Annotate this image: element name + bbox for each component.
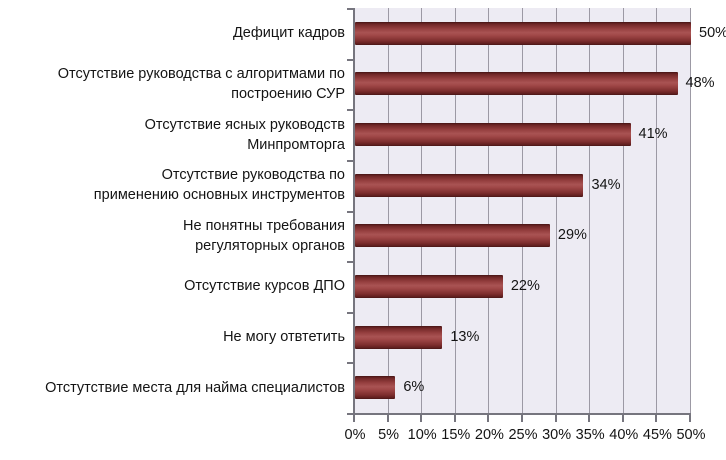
value-label: 22% — [510, 277, 540, 294]
x-tick-label: 30% — [542, 427, 572, 443]
bar-34% — [355, 173, 584, 197]
y-axis-tick — [347, 210, 355, 213]
x-tick-label: 25% — [508, 427, 538, 443]
gridline-20pct — [488, 8, 490, 413]
bar-41% — [355, 123, 631, 147]
y-axis-tick — [347, 362, 355, 365]
x-tick-label: 0% — [344, 427, 366, 443]
value-label: 41% — [638, 126, 668, 143]
y-axis-tick — [347, 8, 355, 10]
plot-area — [355, 8, 691, 413]
x-axis-tick — [386, 415, 389, 422]
gridline-25pct — [522, 8, 523, 413]
x-axis-tick — [588, 415, 591, 422]
value-label: 50% — [699, 24, 726, 41]
category-label: Дефицит кадров — [232, 25, 345, 42]
y-axis-tick — [347, 261, 355, 264]
x-tick-label: 45% — [642, 427, 672, 443]
value-label: 34% — [591, 176, 621, 193]
gridline-50pct — [690, 8, 691, 413]
bar-48% — [355, 72, 678, 96]
x-tick-label: 40% — [609, 427, 639, 443]
y-axis-tick — [347, 159, 355, 162]
bar-29% — [355, 224, 550, 248]
category-label: Отсутствие ясных руководств Минпромторга — [144, 116, 345, 153]
x-axis-tick — [521, 415, 523, 422]
category-label: Не понятны требования регуляторных орган… — [183, 217, 345, 254]
x-tick-label: 50% — [676, 427, 706, 443]
value-label: 13% — [450, 328, 480, 345]
x-tick-label: 20% — [474, 427, 504, 443]
value-label: 29% — [557, 227, 587, 244]
gridline-15pct — [454, 8, 456, 413]
x-axis-tick — [655, 415, 658, 422]
x-tick-label: 5% — [378, 427, 400, 443]
gridline-5pct — [387, 8, 389, 413]
gridline-10pct — [421, 8, 423, 413]
value-label: 48% — [685, 75, 715, 92]
gridline-30pct — [555, 8, 557, 413]
bar-50% — [355, 21, 691, 45]
y-axis-tick — [347, 109, 355, 112]
y-axis-tick — [347, 413, 355, 415]
x-axis-tick — [621, 415, 624, 422]
category-label: Отсутствие руководства с алгоритмами по … — [57, 65, 345, 102]
value-label: 6% — [403, 379, 425, 396]
gridline-40pct — [622, 8, 624, 413]
x-tick-label: 15% — [441, 427, 471, 443]
category-label: Отстутствие места для найма специалистов — [45, 379, 345, 396]
category-label: Отсутствие руководства по применению осн… — [93, 167, 345, 204]
x-tick-label: 35% — [575, 427, 605, 443]
x-axis-tick — [554, 415, 557, 422]
category-label: Отсутствие курсов ДПО — [184, 278, 345, 295]
gridline-35pct — [589, 8, 591, 413]
x-axis-tick — [487, 415, 490, 422]
bar-6% — [355, 376, 396, 400]
x-axis-tick — [420, 415, 423, 422]
gridline-45pct — [656, 8, 658, 413]
bar-13% — [355, 325, 443, 349]
x-axis-tick — [689, 415, 691, 422]
x-axis-line — [353, 413, 691, 415]
y-axis-tick — [347, 58, 355, 61]
category-label: Не могу отвтетить — [223, 329, 345, 346]
x-tick-label: 10% — [407, 427, 437, 443]
x-axis-tick — [453, 415, 456, 422]
y-axis-tick — [347, 311, 355, 314]
x-axis-tick — [353, 415, 355, 422]
bar-22% — [355, 274, 503, 298]
